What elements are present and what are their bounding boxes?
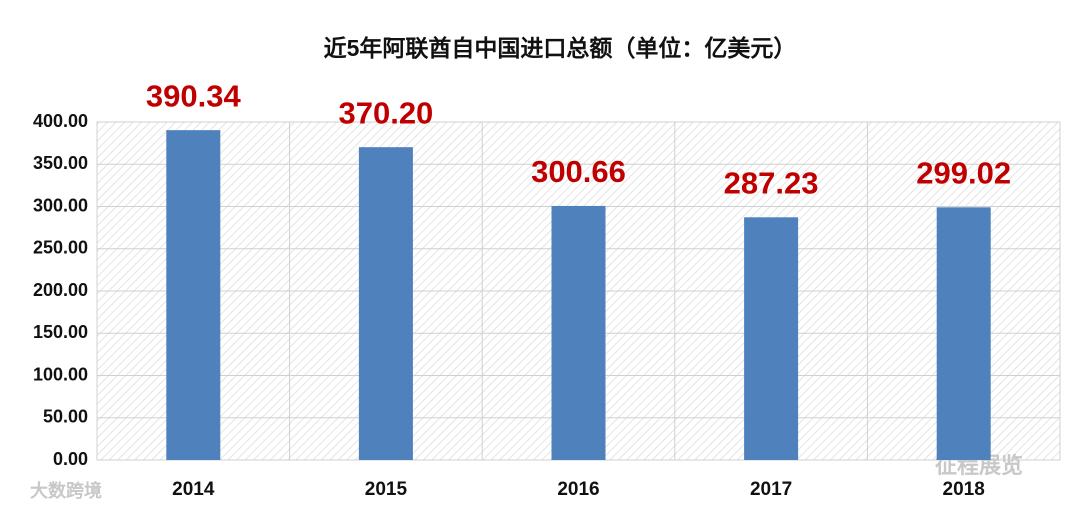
y-tick-label: 300.00 bbox=[33, 195, 88, 215]
bar bbox=[936, 207, 991, 460]
y-tick-label: 100.00 bbox=[33, 364, 88, 384]
x-tick-label: 2017 bbox=[750, 479, 792, 500]
value-label: 370.20 bbox=[338, 95, 433, 130]
y-tick-label: 150.00 bbox=[33, 322, 88, 342]
bar bbox=[744, 217, 799, 460]
y-tick-label: 200.00 bbox=[33, 280, 88, 300]
y-tick-label: 50.00 bbox=[43, 407, 88, 427]
value-label: 390.34 bbox=[146, 78, 242, 113]
x-tick-label: 2015 bbox=[365, 479, 408, 500]
value-label: 300.66 bbox=[531, 154, 626, 189]
bar bbox=[551, 205, 606, 460]
value-label: 287.23 bbox=[724, 165, 819, 200]
y-tick-label: 0.00 bbox=[53, 449, 88, 469]
x-tick-label: 2018 bbox=[943, 479, 985, 500]
watermark: 大数跨境 bbox=[30, 480, 102, 501]
y-tick-label: 350.00 bbox=[33, 153, 88, 173]
x-tick-label: 2014 bbox=[172, 479, 215, 500]
chart-title: 近5年阿联酋自中国进口总额（单位：亿美元） bbox=[324, 35, 797, 61]
y-tick-label: 400.00 bbox=[33, 111, 88, 131]
x-tick-label: 2016 bbox=[557, 479, 599, 500]
bar bbox=[358, 147, 413, 460]
bar bbox=[166, 130, 221, 460]
value-label: 299.02 bbox=[916, 156, 1011, 191]
y-tick-label: 250.00 bbox=[33, 238, 88, 258]
